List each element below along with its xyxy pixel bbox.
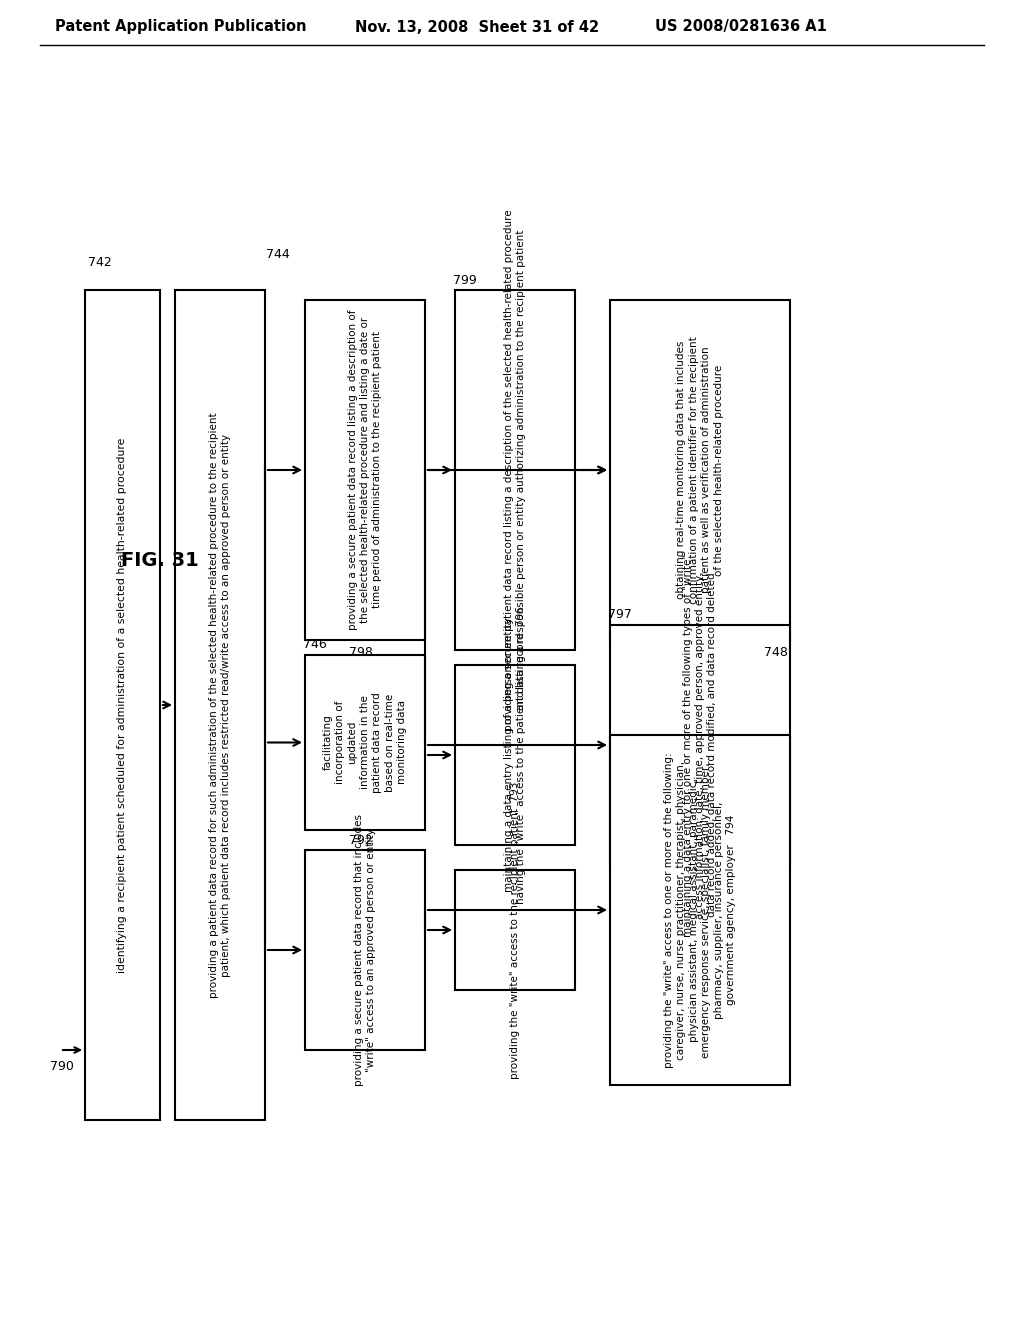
Text: 798: 798 [349, 645, 373, 659]
Text: facilitating
incorporation of
updated
information in the
patient data record
bas: facilitating incorporation of updated in… [323, 692, 408, 793]
Text: 744: 744 [266, 248, 290, 261]
Text: maintaining a data entry listing of a person or entity
having the "write" access: maintaining a data entry listing of a pe… [504, 606, 526, 904]
Text: 790: 790 [50, 1060, 74, 1073]
FancyBboxPatch shape [455, 870, 575, 990]
Text: Patent Application Publication: Patent Application Publication [55, 20, 306, 34]
FancyBboxPatch shape [455, 665, 575, 845]
Text: 746: 746 [303, 639, 327, 652]
Text: identifying a recipient patient scheduled for administration of a selected healt: identifying a recipient patient schedule… [118, 437, 128, 973]
FancyBboxPatch shape [85, 290, 160, 1119]
Text: obtaining real-time monitoring data that includes
confirmation of a patient iden: obtaining real-time monitoring data that… [677, 337, 724, 603]
FancyBboxPatch shape [305, 850, 425, 1049]
Text: providing the "write" access to one or more of the following:
caregiver, nurse, : providing the "write" access to one or m… [664, 752, 736, 1068]
Text: providing a secure patient data record that includes
"write" access to an approv: providing a secure patient data record t… [354, 814, 376, 1086]
Text: 792: 792 [349, 833, 373, 846]
Text: providing the "write" access to the recipient patient  793: providing the "write" access to the reci… [510, 781, 520, 1078]
Text: providing a secure patient data record listing a description of
the selected hea: providing a secure patient data record l… [347, 310, 382, 630]
Text: 797: 797 [608, 609, 632, 622]
Text: FIG. 31: FIG. 31 [121, 550, 199, 569]
FancyBboxPatch shape [610, 300, 790, 640]
Text: 799: 799 [453, 273, 477, 286]
Text: providing a secure patient data record listing a description of the selected hea: providing a secure patient data record l… [504, 209, 526, 731]
Text: maintaining a data entry for one or more of the following types of "write"
acces: maintaining a data entry for one or more… [683, 553, 718, 937]
FancyBboxPatch shape [305, 300, 425, 640]
FancyBboxPatch shape [610, 735, 790, 1085]
Text: Nov. 13, 2008  Sheet 31 of 42: Nov. 13, 2008 Sheet 31 of 42 [355, 20, 599, 34]
FancyBboxPatch shape [175, 290, 265, 1119]
Text: US 2008/0281636 A1: US 2008/0281636 A1 [655, 20, 826, 34]
Text: 748: 748 [764, 645, 788, 659]
FancyBboxPatch shape [305, 655, 425, 830]
FancyBboxPatch shape [610, 624, 790, 865]
Text: 742: 742 [88, 256, 112, 268]
FancyBboxPatch shape [455, 290, 575, 649]
Text: providing a patient data record for such administration of the selected health-r: providing a patient data record for such… [209, 412, 231, 998]
